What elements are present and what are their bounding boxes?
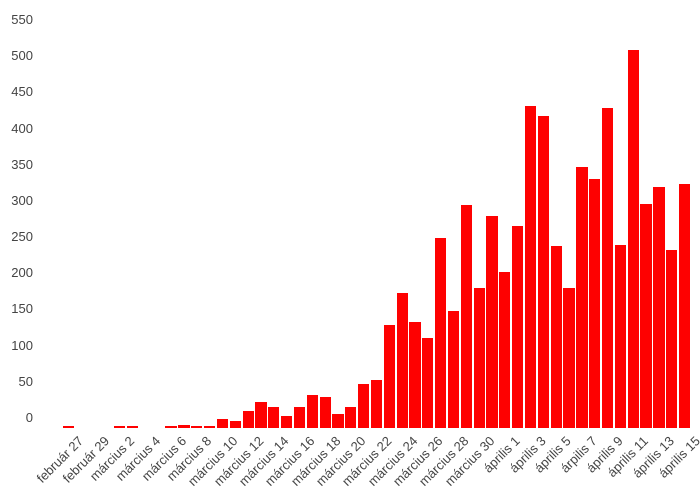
bar[interactable] — [422, 338, 434, 428]
bar[interactable] — [229, 420, 241, 428]
y-axis-tick-label: 250 — [11, 229, 33, 245]
y-axis-tick-label: 450 — [11, 84, 33, 100]
y-axis-tick-label: 0 — [25, 410, 33, 425]
bar[interactable] — [165, 425, 177, 428]
bar[interactable] — [563, 288, 575, 428]
bar[interactable] — [409, 321, 421, 428]
bar[interactable] — [383, 324, 395, 428]
bar[interactable] — [281, 416, 293, 428]
y-axis-tick-label: 400 — [11, 120, 33, 136]
bar[interactable] — [486, 215, 498, 428]
bar[interactable] — [512, 226, 524, 428]
bar[interactable] — [242, 411, 254, 428]
bar[interactable] — [370, 380, 383, 428]
bar[interactable] — [524, 105, 537, 428]
bar[interactable] — [319, 396, 331, 428]
bar[interactable] — [666, 249, 678, 428]
y-axis-tick-label: 50 — [18, 373, 33, 389]
bar[interactable] — [204, 426, 216, 428]
bar[interactable] — [306, 395, 318, 428]
bar[interactable] — [435, 237, 447, 428]
bar[interactable] — [627, 49, 639, 428]
bar[interactable] — [447, 311, 460, 428]
bar[interactable] — [126, 426, 139, 428]
bar[interactable] — [216, 418, 229, 428]
bar[interactable] — [178, 425, 190, 428]
bar[interactable] — [396, 293, 408, 428]
bar[interactable] — [255, 401, 267, 428]
bar[interactable] — [460, 205, 472, 428]
bar[interactable] — [473, 288, 485, 428]
y-axis-tick-label: 100 — [11, 337, 33, 353]
y-axis-tick-label: 500 — [11, 48, 33, 64]
bar[interactable] — [345, 407, 357, 428]
y-axis-tick-label: 350 — [11, 156, 33, 172]
bar[interactable] — [653, 187, 665, 428]
bar[interactable] — [293, 407, 306, 428]
y-axis-tick-label: 150 — [11, 301, 33, 317]
bar[interactable] — [358, 383, 370, 428]
bar[interactable] — [576, 167, 588, 428]
bar[interactable] — [589, 179, 601, 428]
bar[interactable] — [114, 426, 126, 428]
y-axis-tick-label: 200 — [11, 265, 33, 281]
bar[interactable] — [268, 407, 280, 428]
bar[interactable] — [499, 272, 511, 428]
bar[interactable] — [550, 246, 562, 428]
bar[interactable] — [332, 414, 344, 428]
bar[interactable] — [537, 116, 549, 428]
bar[interactable] — [614, 244, 626, 428]
y-axis-tick-label: 550 — [11, 12, 33, 27]
y-axis-tick-label: 300 — [11, 192, 33, 208]
bar[interactable] — [640, 203, 652, 428]
bar[interactable] — [678, 184, 691, 428]
bar[interactable] — [62, 426, 75, 428]
bar[interactable] — [601, 108, 614, 428]
bar[interactable] — [191, 425, 203, 428]
